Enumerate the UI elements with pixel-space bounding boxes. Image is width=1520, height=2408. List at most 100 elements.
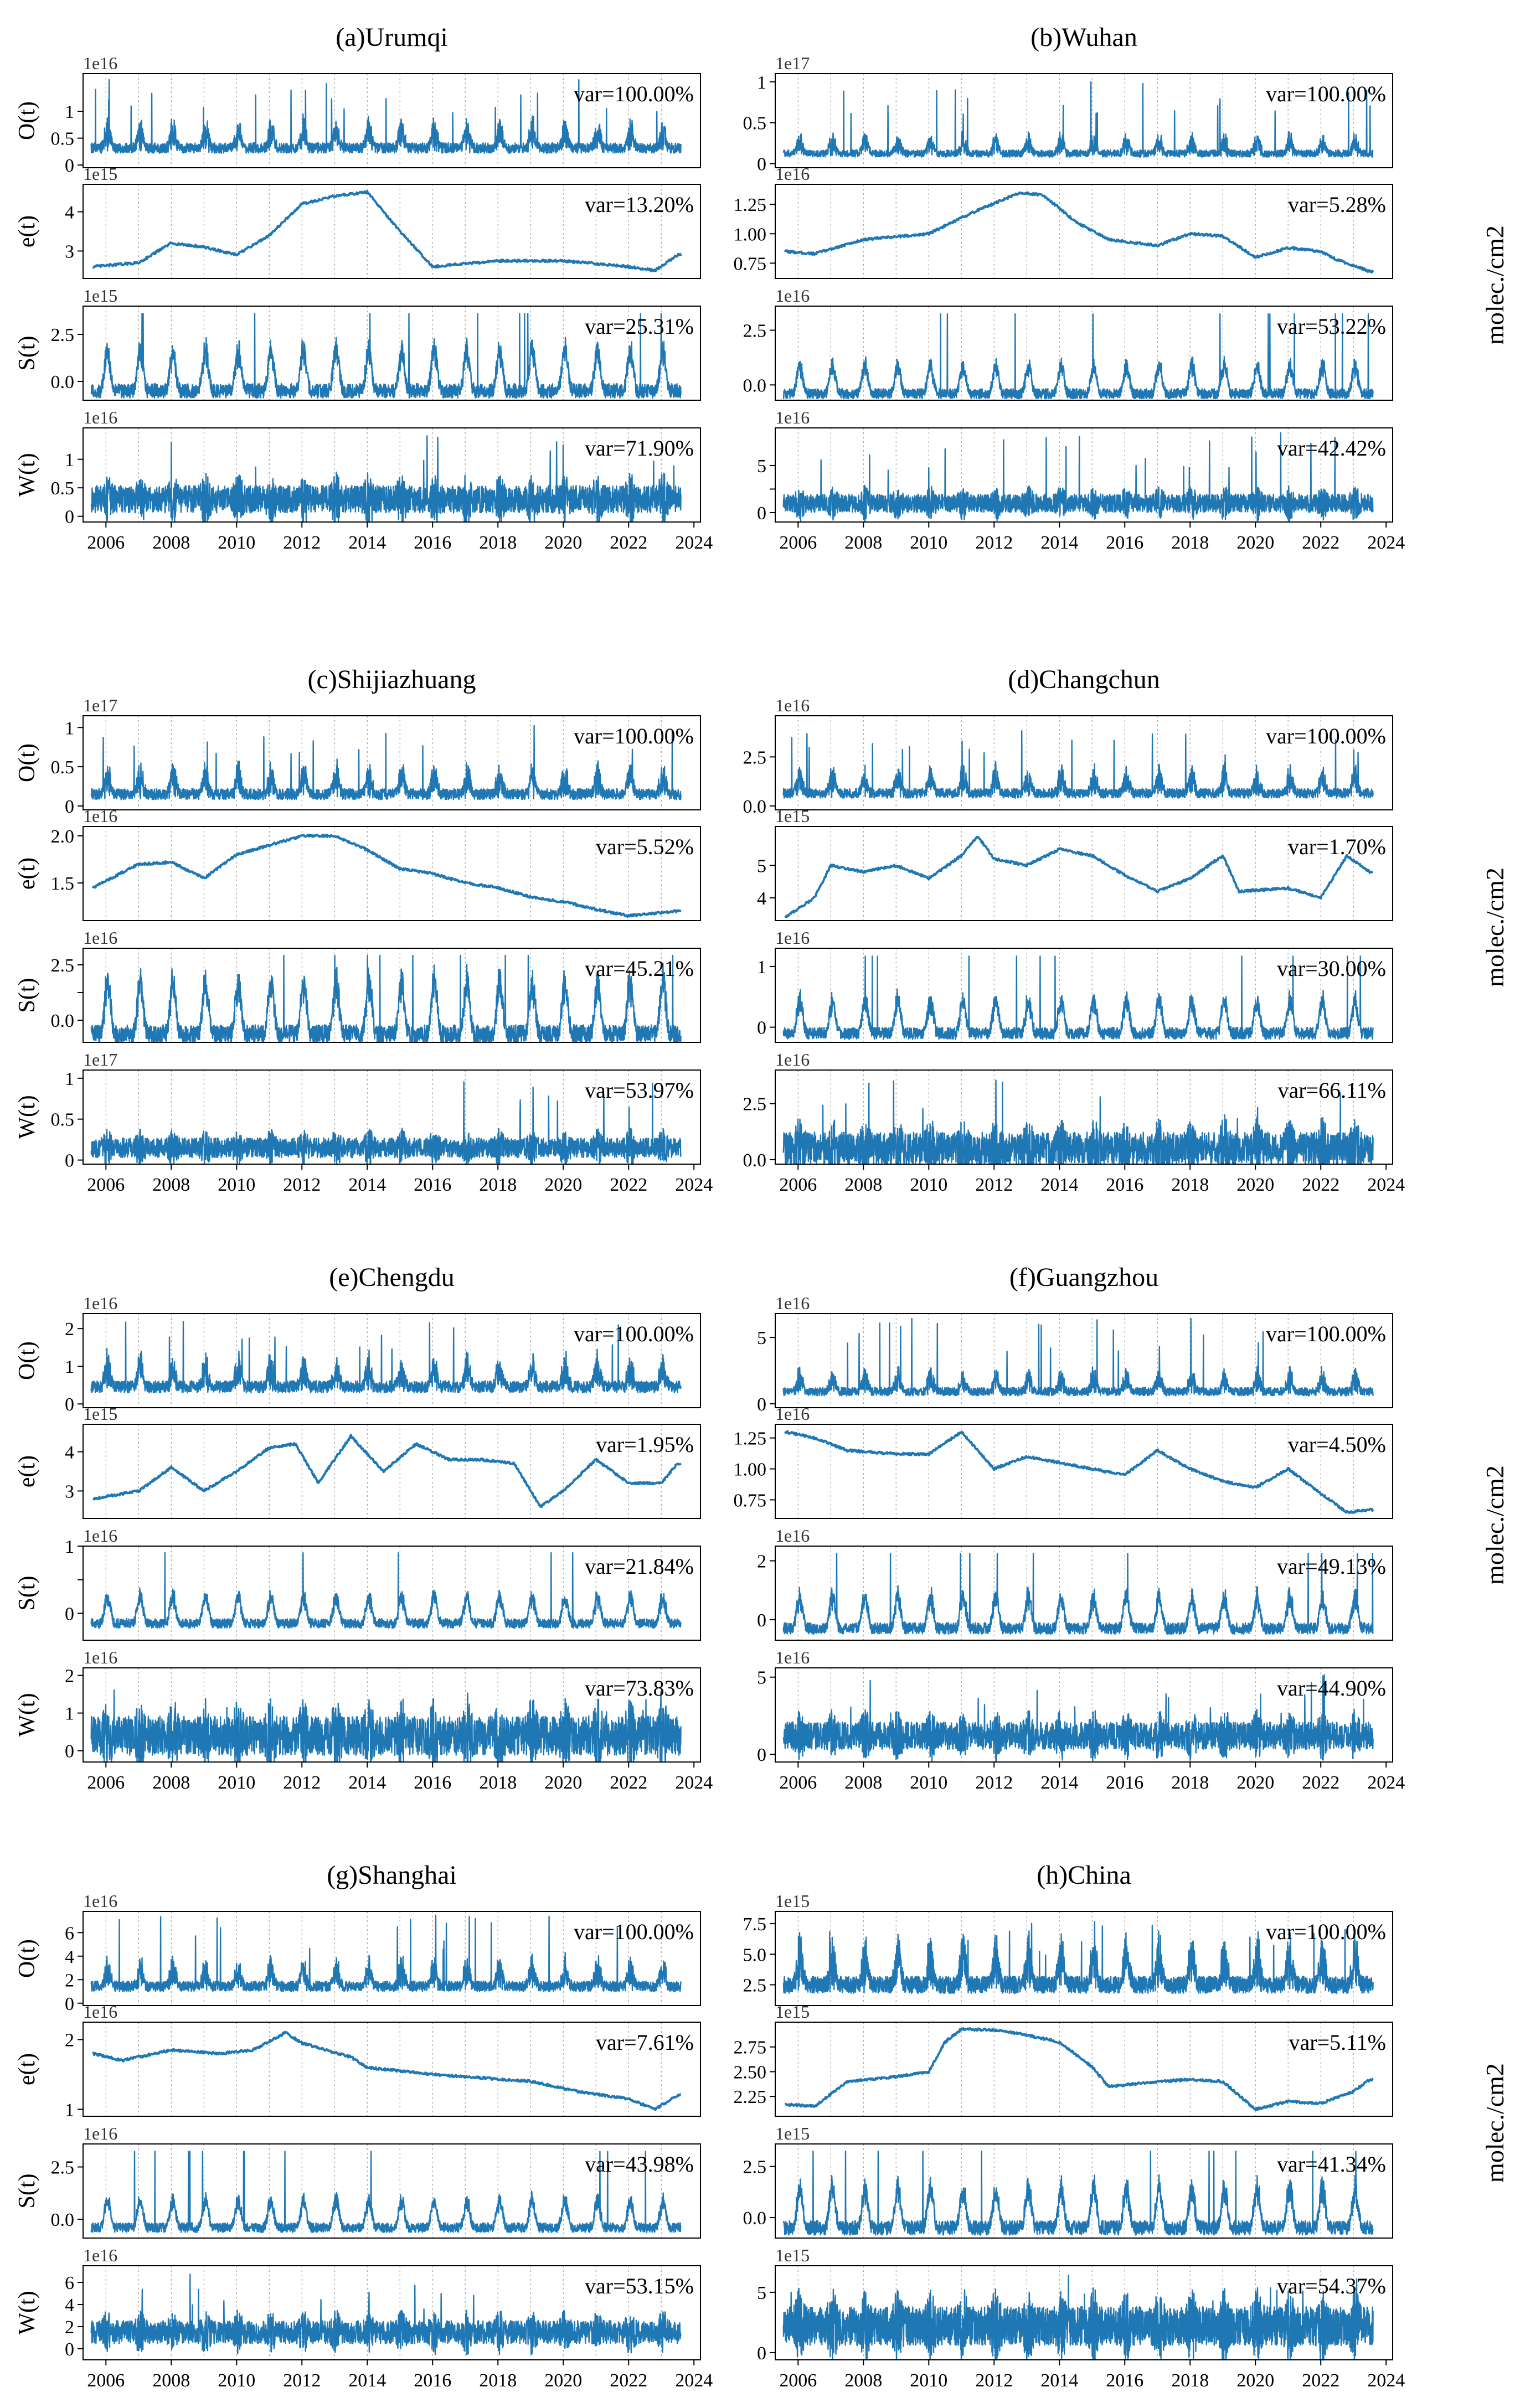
x-tick-label: 2008 — [844, 533, 882, 553]
axes-frame — [775, 2265, 1393, 2360]
axis-exponent: 1e16 — [83, 2245, 117, 2265]
axes-frame — [83, 1546, 701, 1641]
x-tick-label: 2006 — [779, 533, 817, 553]
variance-label: var=53.22% — [1277, 314, 1386, 339]
y-tick-label: 2.5 — [51, 325, 75, 345]
y-tick-label: 1 — [65, 450, 74, 471]
subplot-W(t): 0 0.5 1 1e17 var=53.97% W(t) — [14, 1050, 701, 1171]
x-tick-label: 2012 — [283, 2370, 321, 2391]
y-tick-label: 0.5 — [51, 1110, 75, 1130]
axis-exponent: 1e17 — [775, 53, 810, 73]
axes-frame — [775, 1313, 1393, 1408]
subplot-O(t): 0 0.5 1 1e16 var=100.00% O(t) — [14, 53, 701, 176]
axis-exponent: 1e16 — [83, 1293, 117, 1313]
axes-frame — [83, 2143, 701, 2239]
subplot-O(t): 0 0.5 1 1e17 var=100.00% — [743, 53, 1393, 175]
panel-title: (b)Wuhan — [1030, 23, 1137, 52]
variance-label: var=100.00% — [574, 81, 694, 106]
x-tick-label: 2016 — [414, 2370, 451, 2391]
y-tick-label: 0.75 — [734, 254, 767, 274]
x-tick-label: 2020 — [1236, 2370, 1274, 2391]
y-tick-label: 0.5 — [51, 129, 75, 149]
y-tick-label: 1.25 — [734, 195, 767, 215]
row-label-O(t): O(t) — [14, 1341, 40, 1380]
y-tick-label: 0 — [65, 2339, 74, 2360]
y-tick-label: 1 — [757, 73, 766, 93]
series-line-W(t) — [90, 2273, 682, 2355]
axes-frame — [775, 2143, 1393, 2239]
y-tick-label: 1 — [65, 1069, 74, 1089]
axes-frame — [775, 1911, 1393, 2006]
subplot-e(t): 0.75 1.00 1.25 1e16 var=5.28% — [734, 164, 1393, 279]
axes-frame — [83, 826, 701, 921]
y-tick-label: 0 — [757, 2343, 766, 2364]
x-tick-label: 2014 — [1040, 533, 1078, 553]
row-label-W(t): W(t) — [14, 453, 40, 497]
unit-label: molec./cm2 — [1481, 1465, 1509, 1585]
y-tick-label: 2 — [65, 1666, 74, 1687]
x-tick-label: 2024 — [1367, 2370, 1405, 2391]
axis-exponent: 1e15 — [775, 2002, 810, 2022]
axis-exponent: 1e15 — [775, 806, 810, 826]
variance-label: var=66.11% — [1278, 1078, 1386, 1103]
axes-frame — [775, 1667, 1393, 1763]
x-tick-label: 2016 — [414, 1773, 451, 1793]
x-tick-label: 2020 — [544, 2370, 582, 2391]
y-tick-label: 4 — [65, 203, 74, 223]
subplot-S(t): 0.0 2.5 1e15 var=25.31% S(t) — [14, 286, 701, 401]
x-tick-label: 2016 — [1106, 1773, 1143, 1793]
x-tick-label: 2020 — [1236, 1773, 1274, 1793]
y-tick-label: 2.5 — [743, 747, 767, 768]
axis-exponent: 1e17 — [83, 695, 117, 715]
axis-exponent: 1e16 — [775, 1647, 810, 1667]
variance-label: var=41.34% — [1277, 2152, 1386, 2177]
y-tick-label: 0.0 — [51, 1011, 75, 1031]
y-tick-label: 5 — [757, 2283, 766, 2303]
variance-label: var=45.21% — [585, 956, 694, 981]
series-line-e(t) — [91, 833, 682, 918]
panel-6: (g)Shanghai02461e16var=100.00%O(t)121e16… — [14, 1861, 713, 2391]
subplot-W(t): 0.0 2.5 1e16 var=66.11% — [743, 1050, 1393, 1171]
x-tick-label: 2016 — [1106, 2370, 1143, 2391]
subplot-W(t): 0 1 2 1e16 var=73.83% W(t) — [14, 1647, 701, 1763]
series-line-O(t) — [90, 1321, 682, 1393]
x-tick-label: 2010 — [910, 2370, 947, 2391]
variance-label: var=43.98% — [585, 2152, 694, 2177]
subplot-e(t): 1.5 2.0 1e16 var=5.52% e(t) — [14, 806, 701, 921]
x-tick-label: 2020 — [544, 1773, 582, 1793]
y-tick-label: 0 — [757, 154, 766, 175]
x-tick-label: 2010 — [910, 533, 947, 553]
x-tick-label: 2008 — [844, 1175, 882, 1195]
series-line-O(t) — [90, 725, 682, 800]
variance-label: var=54.37% — [1277, 2273, 1386, 2298]
row-label-e(t): e(t) — [14, 1455, 40, 1487]
y-tick-label: 3 — [65, 241, 74, 262]
panel-7: (h)China2.55.07.51e15var=100.00%2.252.50… — [734, 1861, 1509, 2391]
x-tick-label: 2022 — [1302, 2370, 1339, 2391]
subplot-S(t): 0.0 2.5 1e15 var=41.34% — [743, 2123, 1393, 2239]
row-label-O(t): O(t) — [14, 101, 40, 140]
y-tick-label: 2.5 — [51, 955, 75, 976]
y-tick-label: 2.5 — [743, 1975, 767, 1996]
axis-exponent: 1e16 — [775, 1293, 810, 1313]
x-tick-label: 2024 — [675, 1773, 713, 1793]
x-tick-label: 2022 — [1302, 1773, 1339, 1793]
row-label-S(t): S(t) — [14, 978, 40, 1013]
x-tick-label: 2012 — [975, 533, 1013, 553]
x-tick-label: 2018 — [1171, 2370, 1209, 2391]
y-tick-label: 5.0 — [743, 1945, 767, 1965]
axes-frame — [775, 826, 1393, 921]
axis-exponent: 1e16 — [83, 1891, 117, 1911]
axis-exponent: 1e16 — [83, 806, 117, 826]
variance-label: var=73.83% — [585, 1676, 694, 1701]
axis-exponent: 1e15 — [83, 1404, 117, 1424]
series-line-S(t) — [782, 1553, 1374, 1635]
axis-exponent: 1e16 — [775, 1526, 810, 1546]
series-line-S(t) — [782, 313, 1374, 400]
y-tick-label: 0 — [757, 1018, 766, 1038]
y-tick-label: 1.00 — [734, 1460, 767, 1480]
y-tick-label: 2 — [65, 1970, 74, 1991]
variance-label: var=13.20% — [585, 192, 694, 217]
x-tick-label: 2010 — [218, 533, 255, 553]
series-line-S(t) — [90, 313, 682, 399]
